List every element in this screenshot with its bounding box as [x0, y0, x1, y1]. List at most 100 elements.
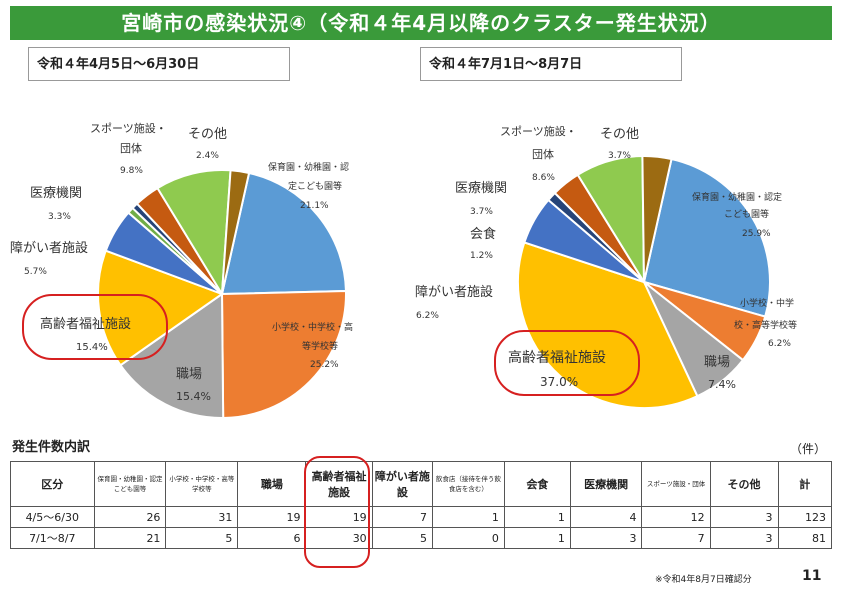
pie1-label-korei-pct: 15.4%	[76, 342, 108, 353]
pie2-label-school-line1: 小学校・中学	[740, 297, 794, 309]
cell-inshoku: 1	[432, 506, 505, 528]
col-iryo: 医療機関	[569, 461, 643, 507]
pie2-label-iryo-pct: 3.7%	[470, 207, 493, 217]
pie1-label-sports-line1: スポーツ施設・	[90, 121, 167, 135]
pie-slice	[641, 155, 673, 283]
pie1-label-school-line1: 小学校・中学校・高	[272, 321, 353, 333]
page-number: 11	[802, 568, 822, 584]
pie1-label-shokuba-pct: 15.4%	[176, 390, 211, 403]
pie2-label-kaishoku: 会食	[470, 226, 496, 242]
cell-kaishoku: 1	[503, 506, 571, 528]
pie1-label-other: その他	[188, 127, 227, 142]
cell-iryo: 4	[569, 506, 643, 528]
pie2-label-hoiku-line1: 保育園・幼稚園・認定	[692, 191, 782, 203]
pie1-label-shogai: 障がい者施設	[10, 240, 88, 256]
pie1-label-hoiku-line1: 保育園・幼稚園・認	[268, 161, 349, 173]
cell-korei: 30	[305, 527, 373, 549]
pie2-label-shokuba: 職場	[704, 355, 730, 370]
pie2-label-hoiku-line2: こども園等	[724, 208, 769, 220]
pie-slice	[220, 171, 347, 296]
cell-shogai: 5	[371, 527, 434, 549]
highlight-korei-column	[304, 456, 370, 568]
cell-other: 3	[709, 506, 779, 528]
pie-slice	[119, 292, 225, 419]
cell-shokuba: 6	[237, 527, 307, 549]
cell-sports: 12	[641, 506, 711, 528]
table-unit: （件）	[790, 442, 827, 456]
pie1-label-iryo: 医療機関	[30, 186, 82, 201]
pie1-label-hoiku-line2: 定こども園等	[288, 180, 342, 192]
pie-chart-2	[517, 154, 771, 409]
cell-inshoku: 0	[432, 527, 505, 549]
col-shokuba: 職場	[237, 461, 307, 507]
period-label-2: 令和４年7月1日～8月7日	[420, 47, 682, 81]
pie2-label-sports-pct: 8.6%	[532, 173, 555, 183]
pie-slice	[642, 157, 771, 318]
pie1-label-sports-pct: 9.8%	[120, 166, 143, 176]
cell-school: 31	[165, 506, 239, 528]
table-header-row: 区分 保育園・幼稚園・認定こども園等 小学校・中学校・高等学校等 職場 高齢者福…	[10, 461, 832, 507]
col-sports: スポーツ施設・団体	[641, 461, 711, 507]
pie1-label-iryo-pct: 3.3%	[48, 212, 71, 222]
pie1-label-shogai-pct: 5.7%	[24, 267, 47, 277]
row-period: 4/5～6/30	[10, 506, 95, 528]
pie2-label-shokuba-pct: 7.4%	[708, 378, 736, 391]
col-kaishoku: 会食	[503, 461, 571, 507]
col-school: 小学校・中学校・高等学校等	[165, 461, 239, 507]
pie2-label-other: その他	[600, 127, 639, 142]
col-inshoku: 飲食店（接待を伴う飲食店を含む）	[432, 461, 505, 507]
pie1-label-shokuba: 職場	[176, 367, 202, 382]
cell-iryo: 3	[569, 527, 643, 549]
col-kubun: 区分	[10, 461, 95, 507]
pie2-label-shogai-pct: 6.2%	[416, 311, 439, 321]
pie-slice	[220, 290, 347, 420]
pie2-label-school-pct: 6.2%	[768, 339, 791, 349]
page-title: 宮崎市の感染状況④（令和４年4月以降のクラスター発生状況）	[10, 6, 832, 40]
pie-slice	[221, 169, 251, 295]
highlight-korei-2	[494, 330, 640, 396]
cell-total: 81	[777, 527, 832, 549]
table-row: 4/5～6/30 26 31 19 19 7 1 1 4 12 3 123	[10, 506, 832, 528]
table-title: 発生件数内訳	[12, 440, 91, 455]
col-hoiku: 保育園・幼稚園・認定こども園等	[93, 461, 167, 507]
cell-hoiku: 21	[93, 527, 167, 549]
pie1-label-school-pct: 25.2%	[310, 360, 339, 370]
pie-slice	[517, 241, 699, 409]
pie2-label-shogai: 障がい者施設	[415, 284, 493, 300]
cluster-count-table: 区分 保育園・幼稚園・認定こども園等 小学校・中学校・高等学校等 職場 高齢者福…	[10, 461, 832, 549]
cell-shogai: 7	[371, 506, 434, 528]
pie1-label-sports-line2: 団体	[120, 141, 142, 155]
highlight-korei-1	[22, 294, 168, 360]
pie1-labels: 保育園・幼稚園・認 定こども園等 21.1% 小学校・中学校・高 等学校等 25…	[10, 121, 353, 403]
cell-sports: 7	[641, 527, 711, 549]
pie1-label-hoiku-pct: 21.1%	[300, 201, 329, 211]
col-other: その他	[709, 461, 779, 507]
pie1-label-other-pct: 2.4%	[196, 151, 219, 161]
table-row: 7/1～8/7 21 5 6 30 5 0 1 3 7 3 81	[10, 527, 832, 549]
pie2-label-sports-line2: 団体	[532, 147, 554, 161]
period-label-1: 令和４年4月5日～6月30日	[28, 47, 290, 81]
pie-chart-1	[97, 169, 347, 420]
cell-other: 3	[709, 527, 779, 549]
pie-slice	[156, 169, 232, 298]
cell-shokuba: 19	[237, 506, 307, 528]
pie2-label-other-pct: 3.7%	[608, 151, 631, 161]
cell-kaishoku: 1	[503, 527, 571, 549]
row-period: 7/1～8/7	[10, 527, 95, 549]
col-shogai: 障がい者施設	[371, 461, 434, 507]
pie2-label-school-line2: 校・高等学校等	[734, 319, 797, 331]
pie2-label-hoiku-pct: 25.9%	[742, 229, 771, 239]
pie2-label-korei-pct: 37.0%	[540, 375, 578, 389]
pie1-label-korei: 高齢者福祉施設	[40, 316, 131, 332]
pie2-label-kaishoku-pct: 1.2%	[470, 251, 493, 261]
pie2-label-iryo: 医療機関	[455, 181, 507, 196]
cell-total: 123	[777, 506, 832, 528]
footnote: ※令和4年8月7日確認分	[655, 575, 752, 585]
pie1-label-school-line2: 等学校等	[302, 340, 338, 352]
pie2-labels: スポーツ施設・ 団体 8.6% その他 3.7% 医療機関 3.7% 会食 1.…	[415, 124, 797, 391]
pie2-label-korei: 高齢者福祉施設	[508, 349, 606, 366]
cell-hoiku: 26	[93, 506, 167, 528]
col-total: 計	[777, 461, 832, 507]
pie2-label-sports-line1: スポーツ施設・	[500, 124, 577, 138]
